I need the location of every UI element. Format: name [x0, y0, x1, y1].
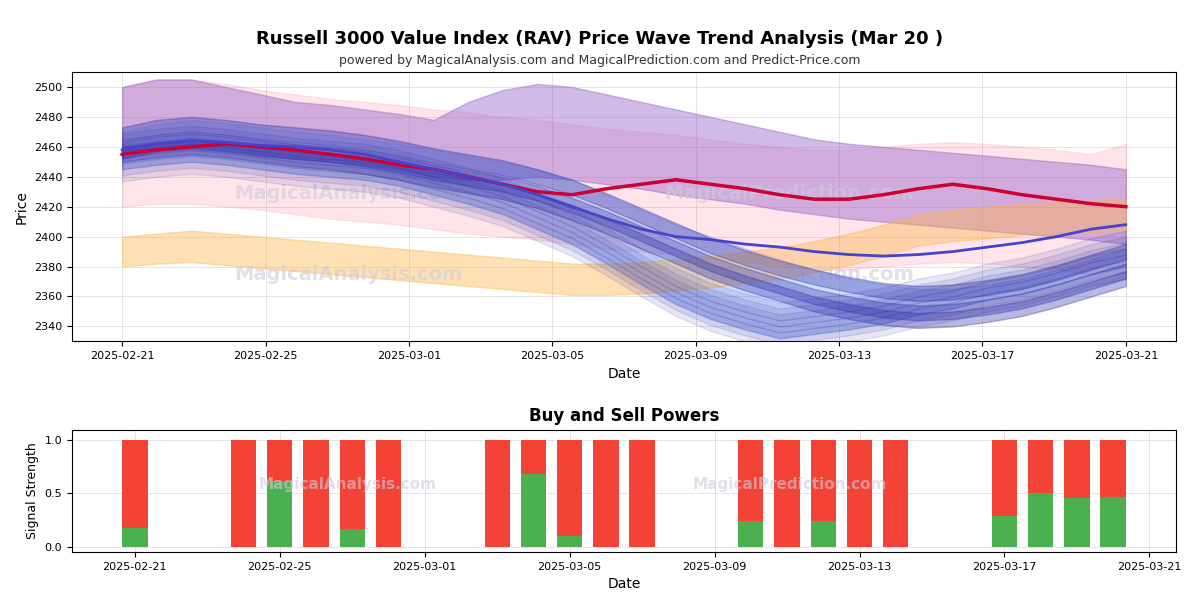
- Bar: [557, 536, 582, 547]
- Text: Russell 3000 Value Index (RAV) Price Wave Trend Analysis (Mar 20 ): Russell 3000 Value Index (RAV) Price Wav…: [257, 30, 943, 48]
- X-axis label: Date: Date: [607, 367, 641, 380]
- Bar: [557, 440, 582, 536]
- Bar: [1100, 440, 1126, 497]
- Bar: [810, 521, 836, 547]
- Bar: [1064, 497, 1090, 547]
- Text: MagicalAnalysis.com: MagicalAnalysis.com: [234, 184, 462, 203]
- Bar: [1100, 497, 1126, 547]
- Bar: [340, 529, 365, 547]
- Bar: [593, 440, 618, 547]
- Bar: [230, 440, 257, 547]
- Bar: [268, 440, 293, 481]
- Bar: [774, 440, 799, 547]
- Bar: [1064, 440, 1090, 497]
- Bar: [630, 440, 655, 547]
- Text: MagicalPrediction.com: MagicalPrediction.com: [692, 477, 887, 492]
- Bar: [122, 440, 148, 527]
- Text: powered by MagicalAnalysis.com and MagicalPrediction.com and Predict-Price.com: powered by MagicalAnalysis.com and Magic…: [340, 54, 860, 67]
- Text: MagicalPrediction.com: MagicalPrediction.com: [665, 184, 914, 203]
- Bar: [521, 474, 546, 547]
- X-axis label: Date: Date: [607, 577, 641, 591]
- Bar: [485, 440, 510, 547]
- Bar: [304, 440, 329, 547]
- Bar: [738, 521, 763, 547]
- Bar: [340, 440, 365, 529]
- Title: Buy and Sell Powers: Buy and Sell Powers: [529, 407, 719, 425]
- Bar: [268, 481, 293, 547]
- Bar: [1028, 493, 1054, 547]
- Bar: [810, 440, 836, 521]
- Bar: [847, 440, 872, 547]
- Bar: [521, 440, 546, 474]
- Y-axis label: Price: Price: [14, 190, 29, 224]
- Text: MagicalAnalysis.com: MagicalAnalysis.com: [259, 477, 437, 492]
- Bar: [991, 516, 1018, 547]
- Text: MagicalPrediction.com: MagicalPrediction.com: [665, 265, 914, 284]
- Bar: [376, 440, 401, 547]
- Bar: [991, 440, 1018, 516]
- Y-axis label: Signal Strength: Signal Strength: [26, 442, 40, 539]
- Text: MagicalAnalysis.com: MagicalAnalysis.com: [234, 265, 462, 284]
- Bar: [1028, 440, 1054, 493]
- Bar: [122, 527, 148, 547]
- Bar: [883, 440, 908, 547]
- Bar: [738, 440, 763, 521]
